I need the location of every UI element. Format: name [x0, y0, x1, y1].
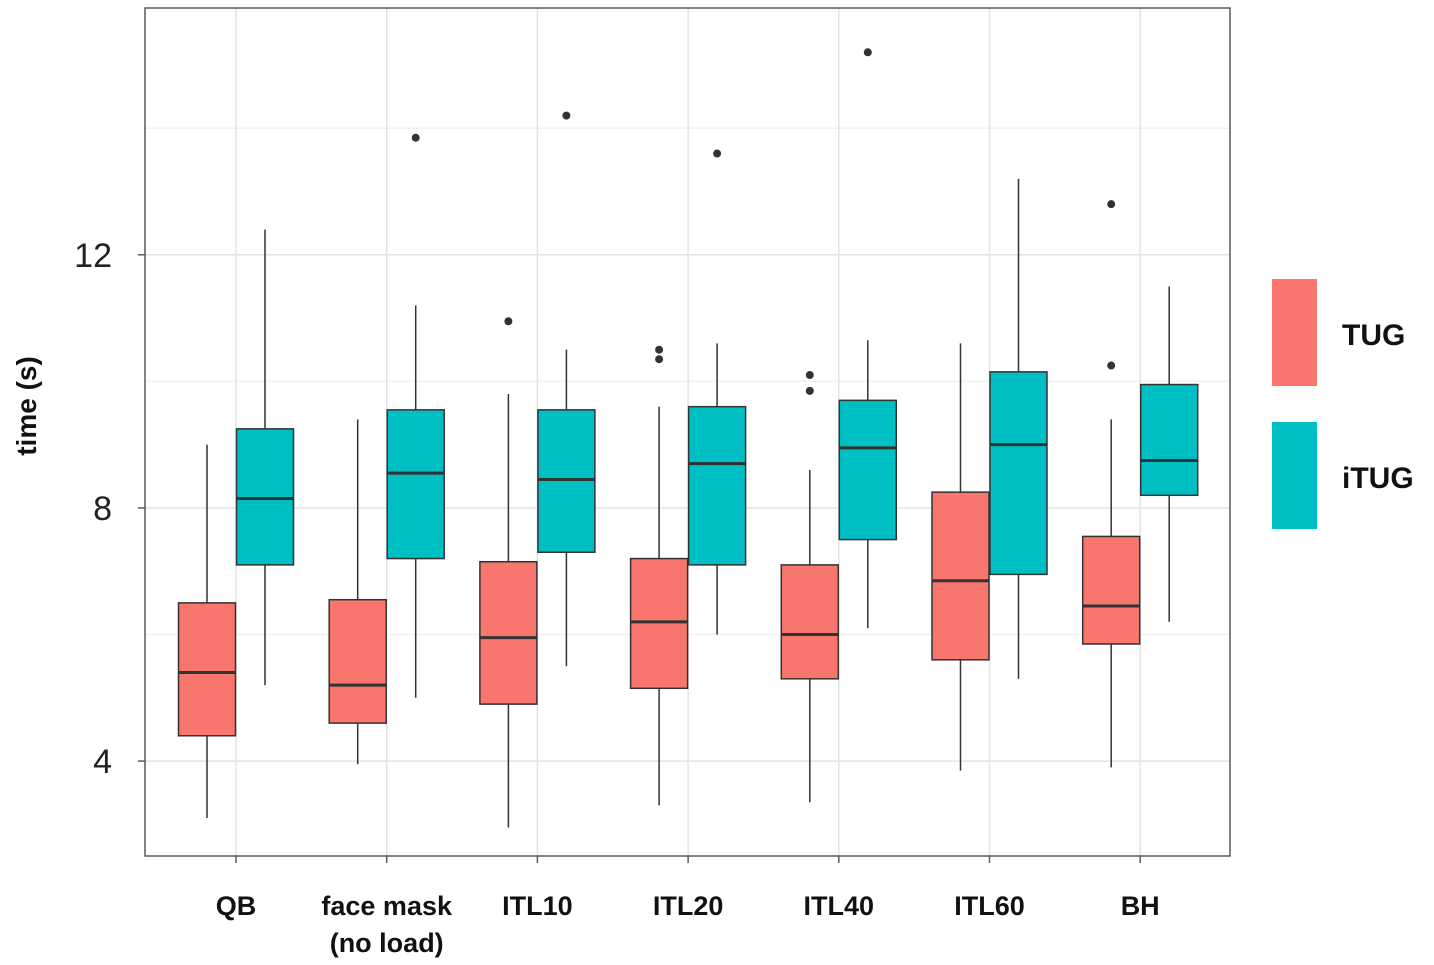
legend-label: iTUG [1342, 462, 1414, 495]
iqr-box [1139, 383, 1199, 497]
iqr-box [780, 564, 840, 680]
box-layer [177, 48, 1199, 828]
x-tick-label-line: ITL20 [653, 891, 724, 921]
iqr-box [177, 602, 237, 737]
box-itug-4 [838, 48, 898, 629]
x-tick-label: ITL60 [954, 891, 1025, 921]
x-tick-label-line: face mask [321, 891, 453, 921]
box-itug-5 [989, 178, 1048, 679]
y-tick-label: 8 [93, 490, 112, 528]
iqr-box [537, 409, 596, 553]
iqr-box [328, 598, 387, 724]
iqr-box [629, 557, 689, 690]
legend-swatch [1272, 279, 1317, 386]
x-tick-label-line: ITL10 [502, 891, 573, 921]
legend-swatch [1272, 422, 1317, 529]
box-itug-3 [687, 149, 747, 635]
x-tick-label: ITL20 [653, 891, 724, 921]
x-tick-label-line: ITL60 [954, 891, 1025, 921]
outlier-point [863, 48, 872, 57]
x-tick-label-line: QB [216, 891, 257, 921]
outlier-point [562, 111, 571, 120]
legend: TUG iTUG [1272, 279, 1414, 529]
outlier-point [805, 371, 814, 380]
box-itug-2 [537, 111, 596, 667]
x-tick-label-line: BH [1121, 891, 1160, 921]
x-tick-label: QB [216, 891, 257, 921]
outlier-point [713, 149, 722, 158]
y-tick-label: 12 [74, 237, 112, 275]
iqr-box [838, 399, 898, 541]
box-tug-3 [629, 345, 689, 806]
iqr-box [931, 491, 990, 661]
axis-layer: 4 8 12 QB face mask (no load) ITL10 ITL20 ITL40 I… [74, 237, 1160, 958]
legend-item-tug: TUG [1272, 279, 1405, 386]
box-itug-6 [1139, 286, 1199, 622]
box-itug-1 [386, 133, 445, 698]
outlier-point [1107, 361, 1116, 370]
box-itug-0 [235, 229, 295, 686]
outlier-point [655, 355, 664, 364]
x-tick-label: BH [1121, 891, 1160, 921]
box-tug-6 [1081, 200, 1141, 768]
box-tug-1 [328, 419, 387, 765]
legend-label: TUG [1342, 319, 1405, 352]
outlier-point [805, 386, 814, 395]
box-tug-2 [479, 317, 538, 828]
outlier-point [411, 133, 420, 142]
outlier-point [1107, 200, 1116, 209]
x-tick-label: face mask (no load) [321, 891, 453, 958]
y-tick-label: 4 [93, 743, 112, 781]
grid-layer [145, 8, 1230, 856]
outlier-point [655, 345, 664, 354]
box-tug-0 [177, 444, 237, 819]
y-axis-title: time (s) [11, 356, 42, 456]
x-tick-label: ITL40 [804, 891, 875, 921]
iqr-box [687, 405, 747, 566]
box-tug-4 [780, 371, 840, 803]
outlier-point [504, 317, 513, 326]
x-tick-label-line: ITL40 [804, 891, 875, 921]
iqr-box [386, 409, 445, 560]
legend-item-itug: iTUG [1272, 422, 1414, 529]
iqr-box [989, 371, 1048, 576]
iqr-box [235, 428, 295, 566]
iqr-box [479, 560, 538, 705]
box-tug-5 [931, 343, 990, 771]
x-tick-label-line: (no load) [330, 928, 444, 958]
x-tick-label: ITL10 [502, 891, 573, 921]
iqr-box [1081, 535, 1141, 645]
